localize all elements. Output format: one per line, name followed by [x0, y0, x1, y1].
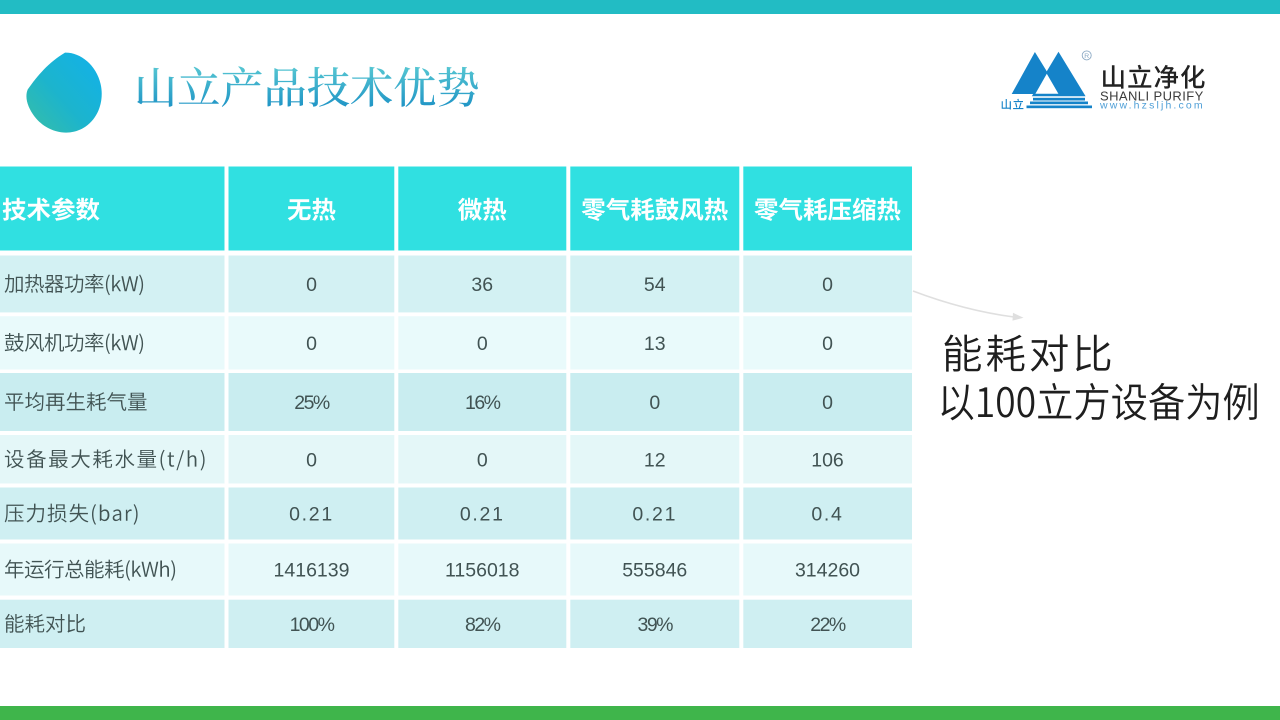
svg-text:0.21: 0.21 — [289, 504, 334, 526]
svg-text:1156018: 1156018 — [445, 560, 519, 582]
svg-text:82%: 82% — [465, 614, 501, 636]
svg-text:0.4: 0.4 — [811, 504, 843, 526]
svg-text:100%: 100% — [290, 614, 335, 636]
svg-text:25%: 25% — [294, 392, 330, 414]
svg-text:0: 0 — [822, 392, 833, 414]
svg-text:106: 106 — [811, 449, 844, 471]
svg-text:SHANLI PURIFY: SHANLI PURIFY — [1100, 88, 1204, 103]
svg-text:0.21: 0.21 — [460, 504, 505, 526]
svg-text:R: R — [1084, 53, 1089, 60]
svg-text:22%: 22% — [810, 614, 846, 636]
svg-text:www.hzsljh.com: www.hzsljh.com — [1099, 100, 1205, 112]
svg-text:16%: 16% — [465, 392, 501, 414]
svg-text:0: 0 — [477, 449, 488, 471]
svg-text:0: 0 — [306, 333, 317, 355]
svg-text:12: 12 — [644, 449, 666, 471]
svg-text:0.21: 0.21 — [632, 504, 677, 526]
svg-text:0: 0 — [822, 333, 833, 355]
svg-text:1416139: 1416139 — [274, 560, 350, 582]
svg-text:54: 54 — [644, 274, 666, 296]
svg-text:36: 36 — [471, 274, 493, 296]
svg-text:314260: 314260 — [795, 560, 860, 582]
svg-text:39%: 39% — [637, 614, 673, 636]
svg-text:0: 0 — [306, 274, 317, 296]
svg-text:0: 0 — [649, 392, 660, 414]
svg-text:555846: 555846 — [622, 560, 687, 582]
svg-text:0: 0 — [477, 333, 488, 355]
svg-text:0: 0 — [822, 274, 833, 296]
svg-text:0: 0 — [306, 449, 317, 471]
svg-text:13: 13 — [644, 333, 666, 355]
